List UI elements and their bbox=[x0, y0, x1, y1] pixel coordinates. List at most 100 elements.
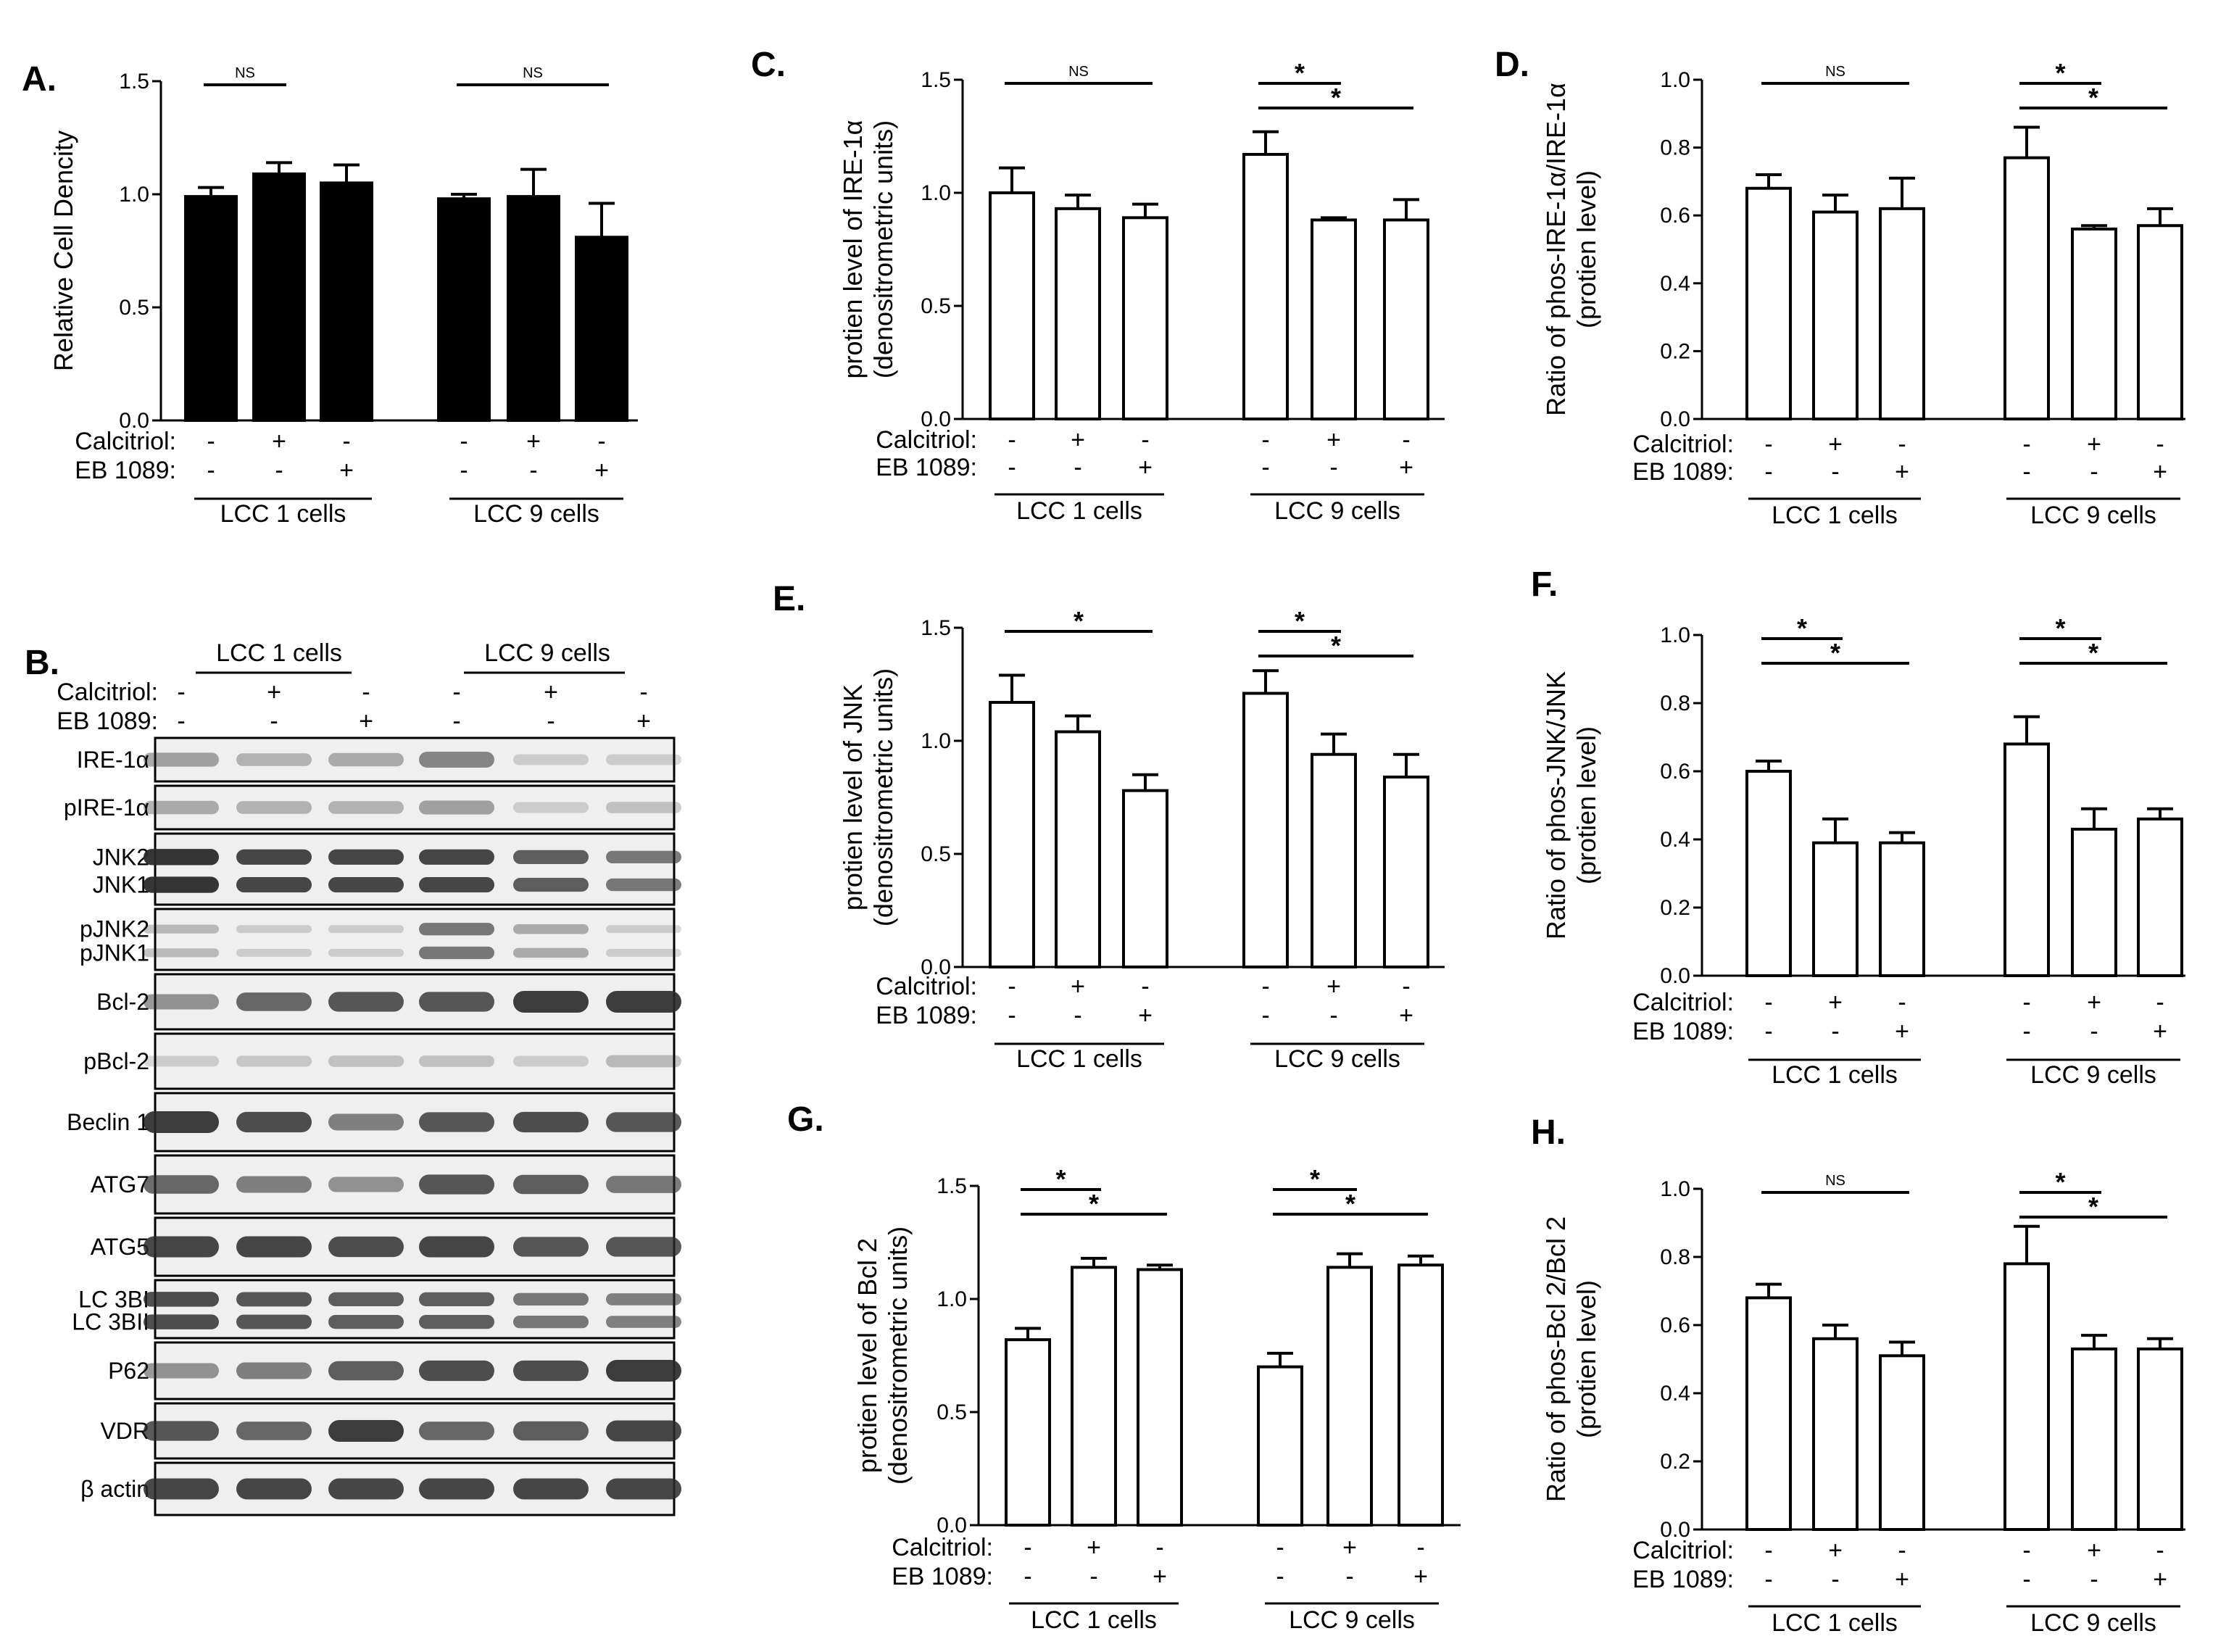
eb1089-sign: - bbox=[529, 457, 537, 484]
bar bbox=[2071, 227, 2117, 420]
significance-label: * bbox=[1310, 1164, 1320, 1194]
blot-band bbox=[236, 1421, 312, 1440]
calcitriol-sign: - bbox=[1898, 989, 1906, 1016]
blot-band bbox=[513, 1315, 589, 1329]
y-tick-label: 0.5 bbox=[937, 1400, 967, 1424]
blot-band bbox=[606, 1112, 681, 1132]
blot-band bbox=[144, 924, 219, 934]
bar bbox=[2071, 1347, 2117, 1532]
calcitriol-sign: - bbox=[1402, 426, 1410, 454]
blot-label: LC 3BI bbox=[78, 1286, 149, 1312]
eb1089-sign: - bbox=[1764, 1566, 1772, 1593]
bar bbox=[2137, 224, 2183, 420]
eb1089-label: EB 1089: bbox=[57, 707, 158, 735]
y-tick-label: 0.6 bbox=[1660, 760, 1690, 784]
eb1089-label: EB 1089: bbox=[876, 454, 977, 481]
blot-label: ATG5 bbox=[91, 1234, 149, 1260]
significance-label: * bbox=[2088, 83, 2098, 112]
blot-band bbox=[236, 849, 312, 865]
bar bbox=[1812, 210, 1859, 420]
y-axis-label: protien level of IRE-1α bbox=[838, 120, 868, 379]
calcitriol-sign: - bbox=[1764, 989, 1772, 1016]
group-label: LCC 1 cells bbox=[1016, 1045, 1142, 1073]
blot-band bbox=[606, 949, 681, 957]
blot-band bbox=[144, 994, 219, 1010]
calcitriol-sign: - bbox=[2156, 989, 2164, 1016]
panel-letter: E. bbox=[773, 580, 805, 618]
blot-band bbox=[328, 1361, 404, 1381]
eb1089-sign: + bbox=[2153, 1566, 2167, 1593]
bar bbox=[320, 181, 373, 422]
blot-band bbox=[513, 850, 589, 864]
bar bbox=[1879, 1354, 1925, 1532]
y-tick-label: 0.6 bbox=[1660, 1313, 1690, 1337]
bar bbox=[1398, 1263, 1444, 1527]
blot-band bbox=[328, 1478, 404, 1500]
significance-label: * bbox=[1074, 606, 1084, 636]
y-tick-label: 1.0 bbox=[119, 183, 149, 207]
bar bbox=[1812, 1337, 1859, 1532]
blot-band bbox=[328, 992, 404, 1012]
blot-band bbox=[144, 1236, 219, 1258]
bar bbox=[2003, 742, 2050, 978]
y-axis-label: protien level of JNK bbox=[838, 684, 868, 910]
calcitriol-sign: + bbox=[2087, 431, 2101, 458]
calcitriol-sign: - bbox=[177, 678, 185, 706]
y-tick-label: 0.8 bbox=[1660, 692, 1690, 715]
eb1089-sign: + bbox=[2153, 1018, 2167, 1045]
calcitriol-sign: + bbox=[1828, 431, 1843, 458]
calcitriol-label: Calcitriol: bbox=[75, 428, 176, 455]
blot-band bbox=[236, 877, 312, 893]
y-axis-label: (denositrometric units) bbox=[883, 1226, 913, 1485]
bar bbox=[1745, 1296, 1792, 1532]
eb1089-label: EB 1089: bbox=[75, 457, 176, 484]
bar bbox=[1383, 775, 1429, 969]
blot-row: IRE-1α bbox=[77, 736, 681, 783]
calcitriol-sign: - bbox=[1276, 1534, 1284, 1561]
calcitriol-sign: - bbox=[2156, 1537, 2164, 1564]
y-tick-label: 0.5 bbox=[921, 294, 951, 318]
panel-letter: F. bbox=[1531, 565, 1558, 604]
significance-label: NS bbox=[235, 65, 255, 81]
calcitriol-sign: - bbox=[2156, 431, 2164, 458]
y-tick-label: 0.6 bbox=[1660, 204, 1690, 228]
bar bbox=[1242, 692, 1289, 968]
bar bbox=[1055, 730, 1101, 969]
chart-panel-a: A. 0.0 0.5 1.0 1.5 Relative Cell Dencity NS NS C… bbox=[22, 60, 638, 528]
panel-letter: C. bbox=[751, 46, 786, 84]
western-blot-panel: B. LCC 1 cells LCC 9 cells Calcitriol:EB 10… bbox=[25, 639, 681, 1516]
calcitriol-sign: + bbox=[1828, 989, 1843, 1016]
blot-strip bbox=[154, 973, 676, 1031]
calcitriol-sign: - bbox=[2022, 989, 2030, 1016]
blot-strip bbox=[154, 1216, 676, 1277]
blot-band bbox=[328, 925, 404, 934]
blot-band bbox=[328, 1315, 404, 1329]
y-axis-label: Ratio of phos-JNK/JNK bbox=[1541, 671, 1571, 939]
y-axis-label: (denositrometric units) bbox=[868, 668, 898, 926]
blot-band bbox=[236, 1236, 312, 1258]
calcitriol-sign: + bbox=[1071, 973, 1085, 1000]
eb1089-sign: - bbox=[2090, 1566, 2098, 1593]
eb1089-sign: + bbox=[1138, 454, 1153, 481]
y-axis-label: Ratio of phos-Bcl 2/Bcl 2 bbox=[1541, 1216, 1571, 1502]
blot-band bbox=[419, 752, 494, 768]
chart-panel-f: F. 0.0 0.2 0.4 0.6 0.8 1.0 Ratio of phos-JNK/JN… bbox=[1531, 565, 2185, 1089]
blot-band bbox=[606, 991, 681, 1013]
y-tick-label: 0.0 bbox=[1660, 407, 1690, 431]
y-axis-label: (protien level) bbox=[1571, 170, 1601, 328]
calcitriol-label: Calcitriol: bbox=[892, 1534, 993, 1561]
eb1089-sign: - bbox=[207, 457, 215, 484]
blot-band bbox=[144, 1478, 219, 1500]
blot-band bbox=[606, 878, 681, 892]
blot-band bbox=[236, 992, 312, 1011]
bar bbox=[1812, 841, 1859, 977]
eb1089-label: EB 1089: bbox=[1632, 1018, 1734, 1045]
blot-band bbox=[606, 754, 681, 765]
y-axis-label: (protien level) bbox=[1571, 726, 1601, 884]
blot-band bbox=[236, 949, 312, 957]
blot-band bbox=[144, 1175, 219, 1194]
group-label: LCC 9 cells bbox=[484, 639, 610, 667]
eb1089-sign: - bbox=[2022, 458, 2030, 486]
bar bbox=[1326, 1266, 1373, 1527]
